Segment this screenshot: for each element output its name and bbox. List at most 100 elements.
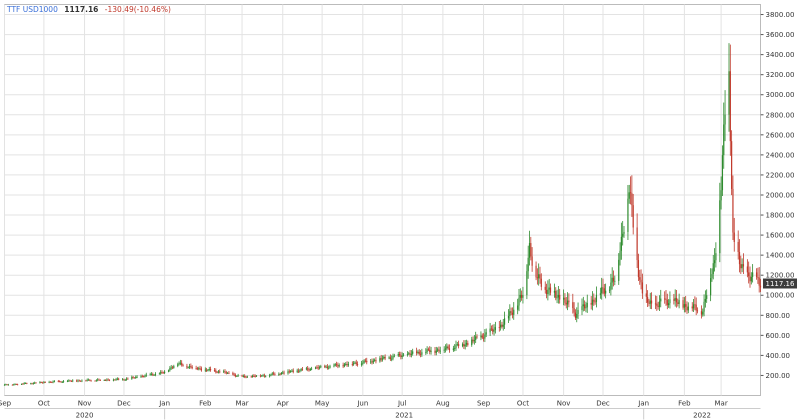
- candle-body: [299, 370, 301, 372]
- candle-body: [384, 356, 386, 359]
- candle-body: [757, 276, 759, 278]
- x-tick-label: Mar: [715, 400, 728, 408]
- candle-body: [636, 227, 638, 261]
- candle-body: [548, 287, 550, 290]
- candle-body: [141, 376, 143, 378]
- candle-body: [99, 380, 101, 381]
- candle-body: [324, 366, 326, 368]
- candle-body: [346, 364, 348, 366]
- candle-body: [116, 378, 118, 380]
- candle-body: [391, 358, 393, 360]
- candle-body: [547, 289, 549, 295]
- candle-body: [628, 192, 630, 199]
- candle-body: [568, 300, 570, 303]
- candle-body: [15, 384, 17, 385]
- candle-body: [678, 300, 680, 304]
- candle-body: [351, 364, 353, 365]
- candle-body: [738, 252, 741, 265]
- candle-body: [715, 253, 717, 261]
- candle-body: [484, 334, 486, 339]
- candle-body: [334, 364, 336, 366]
- candle-body: [557, 294, 559, 298]
- candle-body: [723, 124, 725, 156]
- x-tick-label: Mar: [235, 400, 248, 408]
- candle-body: [665, 298, 667, 300]
- candle-body: [573, 308, 575, 313]
- x-tick-label: Oct: [38, 400, 50, 408]
- candle-body: [308, 369, 310, 371]
- candle-body: [654, 303, 657, 305]
- candle-body: [619, 250, 621, 260]
- candle-body: [454, 348, 456, 350]
- candle-body: [375, 359, 377, 362]
- x-tick-label: May: [315, 400, 329, 408]
- candle-body: [576, 313, 578, 318]
- candle-body: [649, 300, 651, 304]
- candle-body: [22, 383, 24, 385]
- candle-body: [758, 277, 760, 286]
- candle-body: [493, 329, 495, 332]
- candle-body: [68, 380, 70, 382]
- candle-body: [528, 243, 531, 258]
- candle-body: [666, 299, 668, 306]
- candle-body: [510, 311, 512, 313]
- x-tick-label: Dec: [117, 400, 131, 408]
- candle-body: [224, 371, 226, 373]
- candle-body: [250, 376, 252, 378]
- candle-body: [577, 310, 579, 314]
- candle-body: [695, 304, 697, 311]
- candle-body: [620, 236, 622, 251]
- candle-body: [254, 375, 256, 377]
- candle-body: [563, 297, 565, 300]
- candle-body: [410, 353, 412, 355]
- candle-body: [356, 364, 359, 365]
- candle-body: [492, 328, 494, 332]
- candle-body: [668, 303, 670, 306]
- price-change: -130.49(-10.46%): [105, 5, 171, 14]
- candle-body: [584, 304, 586, 309]
- candle-body: [507, 316, 510, 319]
- y-tick-label: 2200.00: [766, 171, 795, 179]
- candle-body: [272, 373, 275, 375]
- candles: [3, 43, 762, 386]
- candle-body: [307, 368, 309, 370]
- candle-body: [632, 205, 634, 228]
- candle-body: [729, 71, 731, 142]
- x-tick-label: Jul: [397, 400, 407, 408]
- candle-body: [26, 383, 28, 384]
- candle-body: [380, 358, 382, 360]
- candle-body: [473, 339, 475, 342]
- candle-body: [691, 306, 693, 309]
- candle-body: [618, 259, 620, 281]
- candle-body: [494, 327, 496, 330]
- y-tick-label: 2800.00: [766, 111, 795, 119]
- candle-body: [246, 376, 248, 378]
- candle-body: [746, 266, 748, 273]
- candle-body: [244, 375, 246, 377]
- candle-body: [52, 381, 54, 383]
- candle-body: [522, 295, 524, 298]
- candle-body: [288, 371, 290, 373]
- x-tick-label: Nov: [78, 400, 92, 408]
- candle-body: [95, 380, 97, 382]
- candle-body: [538, 274, 540, 279]
- candle-body: [383, 356, 385, 359]
- candle-body: [179, 362, 181, 364]
- candle-body: [61, 381, 63, 383]
- candle-body: [622, 233, 624, 237]
- candle-body: [509, 311, 511, 317]
- candle-body: [614, 280, 616, 282]
- candle-body: [641, 282, 643, 294]
- y-tick-label: 1600.00: [766, 232, 795, 240]
- candle-body: [412, 351, 414, 354]
- candle-body: [97, 379, 99, 381]
- candle-body: [11, 384, 13, 386]
- candle-body: [595, 294, 598, 302]
- candle-body: [750, 276, 752, 282]
- candle-body: [602, 287, 604, 289]
- candle-body: [669, 299, 671, 304]
- candle-body: [115, 379, 117, 381]
- candle-body: [673, 299, 675, 301]
- candle-body: [118, 378, 120, 380]
- candle-body: [360, 363, 363, 365]
